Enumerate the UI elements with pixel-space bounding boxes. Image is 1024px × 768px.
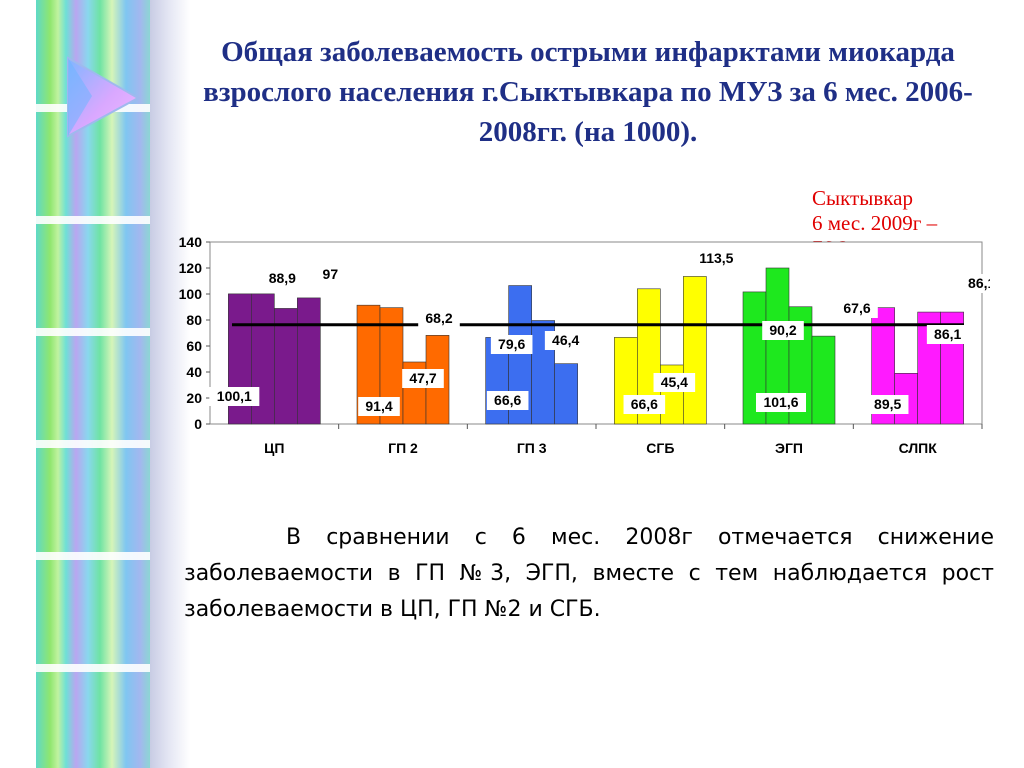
data-label-box — [623, 395, 666, 414]
bar — [554, 363, 578, 425]
data-label: 66,6 — [494, 392, 521, 408]
data-label: 79,6 — [498, 336, 525, 352]
data-label-box — [418, 309, 460, 328]
page-title: Общая заболеваемость острыми инфарктами … — [203, 36, 973, 148]
play-triangle-icon — [67, 56, 141, 138]
data-label: 100,1 — [217, 388, 252, 404]
data-label: 47,7 — [409, 370, 436, 386]
city-note-line-1: Сыктывкар — [812, 186, 913, 210]
y-tick-label: 40 — [186, 364, 202, 380]
y-tick-label: 120 — [179, 260, 203, 276]
x-tick-label: СГБ — [646, 440, 674, 456]
data-label-box — [261, 269, 304, 288]
data-label: 88,9 — [269, 270, 296, 286]
bar — [811, 335, 836, 425]
data-label: 89,5 — [874, 396, 901, 412]
bar — [683, 276, 707, 425]
data-label: 46,4 — [552, 332, 579, 348]
y-tick-label: 20 — [186, 390, 202, 406]
y-tick-label: 80 — [186, 312, 202, 328]
x-tick-label: ГП 2 — [388, 440, 418, 456]
x-tick-label: ЭГП — [775, 440, 803, 456]
data-label-box — [490, 335, 533, 354]
x-tick-label: СЛПК — [899, 440, 938, 456]
data-label-box — [762, 321, 804, 340]
y-tick-label: 100 — [179, 286, 203, 302]
data-label-box — [317, 265, 343, 284]
data-label: 68,2 — [425, 310, 452, 326]
y-tick-label: 60 — [186, 338, 202, 354]
bar-chart: 0 20 40 60 80 100 120 140 ЦП ГП 2 ГП 3 СГБ ЭГП СЛПК 10… — [179, 234, 990, 456]
data-label-box — [486, 391, 529, 410]
data-label-box — [402, 369, 444, 388]
data-label: 97 — [323, 266, 339, 282]
decorative-pattern — [36, 0, 156, 768]
bar — [871, 307, 895, 425]
data-label-box — [691, 249, 742, 268]
data-label: 86,1 — [968, 275, 990, 291]
data-label-box — [756, 393, 806, 412]
y-tick-label: 0 — [194, 416, 202, 432]
data-label-box — [926, 325, 969, 344]
data-label-box — [358, 397, 400, 416]
bar — [297, 297, 321, 425]
y-tick-label: 140 — [179, 234, 203, 250]
data-label-box — [544, 331, 587, 350]
description-text: В сравнении с 6 мес. 2008г отмечается сн… — [184, 525, 994, 622]
city-note-line-2: 6 мес. 2009г – — [812, 211, 938, 235]
data-label: 91,4 — [365, 398, 392, 414]
data-label: 66,6 — [631, 396, 658, 412]
data-label: 90,2 — [769, 322, 796, 338]
data-label-box — [960, 274, 990, 293]
data-label: 101,6 — [763, 394, 798, 410]
data-label-box — [653, 373, 696, 392]
decorative-shade — [150, 0, 190, 768]
data-label: 67,6 — [843, 300, 870, 316]
data-label: 45,4 — [661, 374, 688, 390]
left-border — [0, 0, 40, 768]
x-tick-label: ГП 3 — [517, 440, 547, 456]
data-label-box — [836, 299, 878, 318]
data-label-box — [209, 387, 260, 406]
data-label: 113,5 — [699, 250, 733, 266]
x-tick-label: ЦП — [264, 440, 284, 456]
data-label: 86,1 — [934, 326, 961, 342]
data-label-box — [866, 395, 909, 414]
